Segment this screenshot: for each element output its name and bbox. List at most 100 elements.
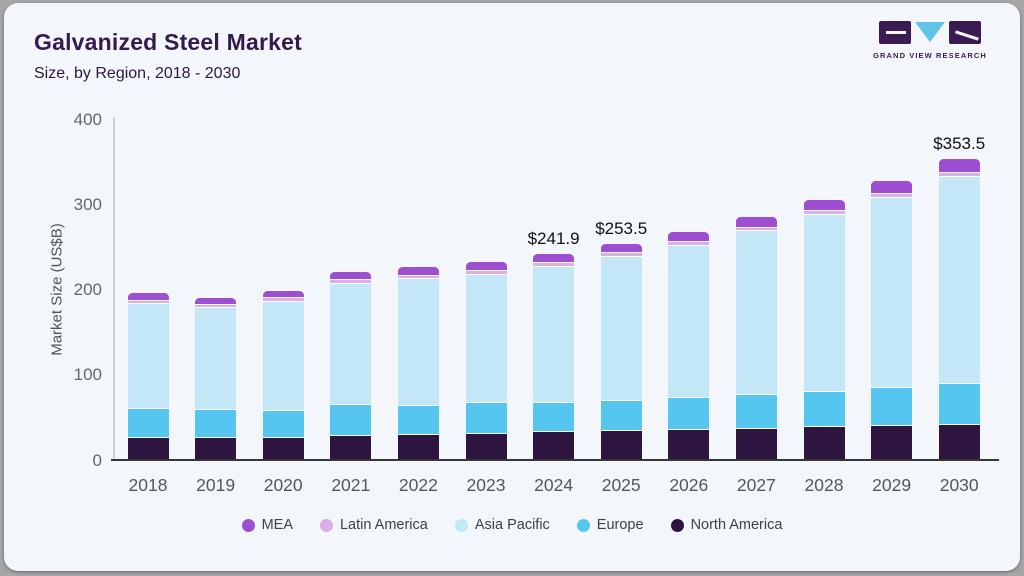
bar-2023-segment-mea: [465, 262, 507, 271]
x-axis-line: [111, 459, 999, 461]
bar-2021-segment-asia-pacific: [330, 282, 372, 405]
gvr-logo-v-icon: [915, 22, 945, 42]
y-axis-line: [113, 118, 115, 460]
bar-2030-segment-europe: [938, 382, 980, 424]
bar-2030-segment-asia-pacific: [938, 175, 980, 383]
y-axis-tick-0: 0: [92, 450, 102, 470]
page-subtitle: Size, by Region, 2018 - 2030: [34, 65, 241, 82]
bar-2022-segment-europe: [397, 404, 439, 434]
x-axis-tick-2027: 2027: [736, 475, 776, 495]
bar-2025: [600, 244, 642, 460]
legend-label: MEA: [261, 517, 293, 533]
bar-2023-segment-europe: [465, 402, 507, 433]
page-title: Galvanized Steel Market: [34, 29, 302, 55]
bar-2024-segment-latin-america: [533, 262, 575, 266]
bar-2021-segment-north-america: [330, 434, 372, 460]
legend-item-latin-america: Latin America: [319, 517, 428, 533]
bar-2018-segment-mea: [127, 293, 169, 300]
bar-2028-segment-latin-america: [803, 209, 845, 214]
legend-label: Latin America: [339, 517, 428, 533]
x-axis-tick-2029: 2029: [872, 475, 912, 495]
grand-view-research-logo: GRAND VIEW RESEARCH: [873, 21, 986, 60]
bar-2024-segment-asia-pacific: [533, 265, 575, 402]
bar-2026-segment-north-america: [668, 429, 710, 460]
bar-2024-segment-mea: [533, 254, 575, 263]
legend-label: Asia Pacific: [474, 517, 550, 533]
bar-2022-segment-latin-america: [397, 274, 439, 279]
legend-item-europe: Europe: [576, 517, 644, 533]
bar-2022-segment-asia-pacific: [397, 278, 439, 405]
bar-2027-segment-mea: [735, 217, 777, 227]
bar-2024-segment-north-america: [533, 430, 575, 460]
bar-2026-segment-europe: [668, 397, 710, 430]
gvr-logo-r-icon: [949, 21, 981, 44]
legend-dot-icon: [454, 518, 468, 532]
bar-2029: [871, 181, 913, 460]
bar-2018-segment-europe: [127, 407, 169, 437]
bar-2022-segment-mea: [397, 267, 439, 275]
legend-label: Europe: [596, 517, 644, 533]
x-axis-tick-2020: 2020: [263, 475, 303, 495]
bar-2028-segment-north-america: [803, 426, 845, 460]
bar-2024-segment-europe: [533, 401, 575, 431]
bar-2028-segment-asia-pacific: [803, 213, 845, 391]
bar-2023-segment-asia-pacific: [465, 273, 507, 403]
y-axis-tick-300: 300: [73, 195, 102, 215]
bar-2027-segment-asia-pacific: [735, 230, 777, 394]
bar-2019: [195, 297, 237, 460]
legend-item-mea: MEA: [241, 517, 293, 533]
x-axis-tick-2025: 2025: [601, 475, 641, 495]
bar-2030: [938, 158, 980, 460]
legend-item-north-america: North America: [670, 517, 782, 533]
bar-2028-segment-europe: [803, 390, 845, 427]
bar-2019-segment-north-america: [195, 437, 237, 460]
bar-2024: [533, 254, 575, 460]
bar-2028-segment-mea: [803, 199, 845, 210]
bar-2018-segment-latin-america: [127, 299, 169, 303]
y-axis-tick-200: 200: [73, 280, 102, 300]
bar-2018-segment-asia-pacific: [127, 302, 169, 408]
bar-2026: [668, 232, 710, 460]
bar-2022: [397, 267, 439, 460]
bar-2021: [330, 271, 372, 460]
bar-2021-segment-latin-america: [330, 279, 372, 283]
bar-2021-segment-europe: [330, 404, 372, 435]
y-axis-tick-100: 100: [73, 365, 102, 385]
x-axis-tick-2019: 2019: [196, 475, 236, 495]
bar-2027: [735, 217, 777, 460]
bar-2019-segment-mea: [195, 297, 237, 304]
x-axis-tick-2023: 2023: [466, 475, 506, 495]
bar-2030-segment-latin-america: [938, 171, 980, 176]
legend-dot-icon: [576, 518, 590, 532]
bar-2027-segment-north-america: [735, 428, 777, 460]
bar-2023: [465, 262, 507, 460]
bar-2020-segment-latin-america: [262, 297, 304, 301]
bar-2025-segment-latin-america: [600, 252, 642, 256]
x-axis-tick-2028: 2028: [804, 475, 844, 495]
x-axis-tick-2024: 2024: [534, 475, 574, 495]
gvr-logo-mark: [879, 21, 981, 47]
bar-2029-segment-north-america: [871, 425, 913, 460]
legend-dot-icon: [670, 518, 684, 532]
bar-2019-segment-asia-pacific: [195, 307, 237, 409]
bar-2026-segment-mea: [668, 232, 710, 241]
legend-dot-icon: [319, 518, 333, 532]
bar-2030-segment-north-america: [938, 423, 980, 460]
data-label-2025: $253.5: [595, 219, 648, 239]
bar-2020-segment-asia-pacific: [262, 300, 304, 410]
bar-2027-segment-latin-america: [735, 226, 777, 231]
bar-2027-segment-europe: [735, 393, 777, 429]
legend-item-asia-pacific: Asia Pacific: [454, 517, 550, 533]
bar-2018-segment-north-america: [127, 436, 169, 460]
bar-2029-segment-europe: [871, 387, 913, 426]
x-axis-tick-2022: 2022: [398, 475, 438, 495]
bar-2020: [262, 290, 304, 460]
bar-2019-segment-latin-america: [195, 304, 237, 308]
bar-2018: [127, 293, 169, 460]
chart-card: Galvanized Steel Market Size, by Region,…: [4, 3, 1020, 571]
x-axis-tick-2026: 2026: [669, 475, 709, 495]
data-label-2030: $353.5: [933, 133, 986, 153]
data-label-2024: $241.9: [527, 229, 580, 249]
bar-2025-segment-europe: [600, 400, 642, 430]
bar-2020-segment-north-america: [262, 436, 304, 460]
